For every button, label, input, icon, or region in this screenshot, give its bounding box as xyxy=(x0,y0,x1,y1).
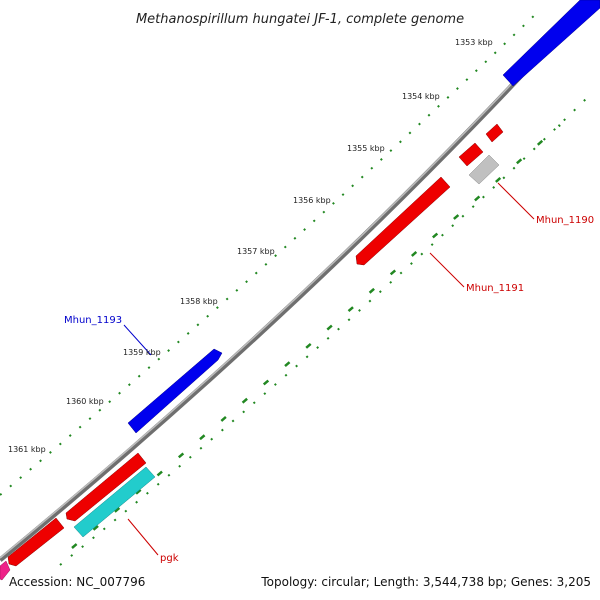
backbone-arc xyxy=(0,0,595,562)
cds-mhun-1193 xyxy=(127,348,223,434)
tick-label-1361: 1361 kbp xyxy=(8,445,46,454)
leader-mhun-1191 xyxy=(429,252,465,288)
gene-label-pgk: pgk xyxy=(160,553,179,564)
feature-pgk-rna xyxy=(73,466,156,538)
cds-red-lower-2 xyxy=(7,517,65,567)
feature-grey xyxy=(468,154,500,185)
cds-small-2 xyxy=(458,142,484,167)
gene-label-mhun-1190: Mhun_1190 xyxy=(536,215,594,226)
tick-label-1357: 1357 kbp xyxy=(237,247,275,256)
gene-label-mhun-1193: Mhun_1193 xyxy=(64,315,122,326)
leader-mhun-1193 xyxy=(123,324,152,356)
map-title: Methanospirillum hungatei JF-1, complete… xyxy=(136,12,464,27)
leader-pgk xyxy=(127,518,159,556)
tick-label-1356: 1356 kbp xyxy=(293,196,331,205)
cds-mhun-1191 xyxy=(355,176,451,266)
gc-skew-track-inner xyxy=(59,94,591,566)
tick-label-1354: 1354 kbp xyxy=(402,92,440,101)
tick-label-1358: 1358 kbp xyxy=(180,297,218,306)
cds-small-1 xyxy=(485,123,504,143)
tick-label-1359: 1359 kbp xyxy=(123,348,161,357)
cds-red-lower-1 xyxy=(65,452,147,522)
leader-mhun-1190 xyxy=(497,182,535,220)
cds-forward-top xyxy=(502,0,600,87)
tick-label-1360: 1360 kbp xyxy=(66,397,104,406)
gene-label-mhun-1191: Mhun_1191 xyxy=(466,283,524,294)
genome-summary-text: Topology: circular; Length: 3,544,738 bp… xyxy=(260,575,591,589)
feature-magenta xyxy=(0,560,11,581)
tick-label-1353: 1353 kbp xyxy=(455,38,493,47)
gc-skew-track-outer xyxy=(0,9,541,496)
tick-label-1355: 1355 kbp xyxy=(347,144,385,153)
accession-text: Accession: NC_007796 xyxy=(9,575,145,589)
